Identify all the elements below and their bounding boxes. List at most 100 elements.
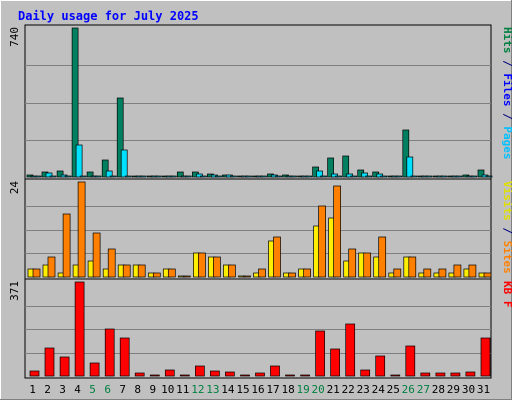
x-tick-label-day-22: 22 — [342, 383, 355, 396]
bar-files-day-22 — [346, 173, 354, 178]
bar-kb-f-day-27 — [420, 372, 431, 377]
bar-pages-day-17 — [275, 175, 282, 178]
bar-kb-f-day-29 — [450, 372, 461, 377]
bar-kb-f-day-2 — [44, 347, 55, 377]
x-tick-label-day-11: 11 — [176, 383, 189, 396]
panel-top-axis-label-part-4: / — [501, 107, 512, 127]
panel-top-axis-label-part-1: Hits — [501, 27, 512, 54]
bar-pages-day-30 — [470, 175, 478, 178]
panel-middle-axis-label-part-2: / — [501, 221, 512, 241]
bar-kb-f-day-13 — [210, 370, 220, 377]
bar-hits-day-6 — [101, 159, 109, 178]
bar-kb-f-day-7 — [119, 337, 130, 377]
bar-sites-day-31 — [483, 272, 492, 278]
x-tick-label-day-20: 20 — [311, 383, 324, 396]
panel-middle: 24 Visits / Sites — [8, 178, 512, 280]
bar-sites-day-14 — [228, 264, 236, 278]
x-tick-label-day-5: 5 — [89, 383, 96, 396]
bar-files-day-12 — [196, 173, 203, 178]
bar-sites-day-22 — [348, 248, 357, 278]
bar-files-day-6 — [105, 170, 113, 178]
bar-sites-day-28 — [438, 268, 447, 278]
bar-pages-day-12 — [200, 175, 207, 178]
bar-sites-day-26 — [408, 256, 417, 278]
bar-sites-day-21 — [333, 185, 341, 278]
bar-sites-day-10 — [167, 268, 176, 278]
chart-title: Daily usage for July 2025 — [18, 9, 199, 23]
bar-sites-day-30 — [468, 264, 477, 278]
bar-pages-day-29 — [455, 175, 463, 178]
x-tick-label-day-7: 7 — [119, 383, 126, 396]
bar-kb-f-day-18 — [285, 374, 295, 377]
panel-top-axis-label-part-2: / — [501, 54, 512, 74]
x-tick-label-day-13: 13 — [206, 383, 219, 396]
panel-top-axis-label: Hits / Files / Pages — [501, 27, 512, 160]
bar-kb-f-day-17 — [270, 365, 280, 377]
bar-kb-f-day-26 — [405, 345, 416, 377]
bar-sites-day-9 — [152, 272, 161, 278]
x-tick-label-day-15: 15 — [236, 383, 249, 396]
bar-pages-day-14 — [230, 175, 237, 178]
x-axis-labels: 1 2 3 4 5 6 7 8 9 10 11 12 13 14 15 16 17 18 19 20 21 22 23 24 2… — [29, 383, 490, 396]
bar-kb-f-day-4 — [74, 281, 85, 377]
bar-pages-day-20 — [320, 175, 327, 178]
bar-kb-f-day-9 — [149, 374, 160, 377]
x-tick-label-day-3: 3 — [59, 383, 66, 396]
x-tick-label-day-18: 18 — [281, 383, 294, 396]
bar-kb-f-day-6 — [104, 328, 115, 377]
bar-sites-day-20 — [318, 205, 326, 278]
chart-panels: 740 Hits / Files / Pages 24 Visits / Sites 3… — [8, 24, 512, 379]
x-tick-label-day-14: 14 — [221, 383, 235, 396]
bar-kb-f-day-5 — [89, 362, 100, 377]
panel-bottom-axis-label-part-1: KB F — [501, 281, 512, 308]
bar-sites-day-25 — [393, 268, 402, 278]
bar-sites-day-16 — [258, 268, 266, 278]
bar-pages-day-31 — [485, 175, 493, 178]
bar-kb-f-day-21 — [330, 348, 340, 377]
bar-kb-f-day-3 — [59, 356, 70, 377]
bar-sites-day-15 — [243, 275, 251, 278]
x-tick-label-day-17: 17 — [266, 383, 279, 396]
bar-kb-f-day-19 — [300, 374, 310, 377]
bar-kb-f-day-15 — [240, 374, 250, 377]
bar-sites-day-18 — [288, 272, 296, 278]
bar-files-day-2 — [45, 172, 53, 178]
x-tick-label-day-2: 2 — [44, 383, 51, 396]
x-tick-label-day-28: 28 — [432, 383, 445, 396]
bar-kb-f-day-22 — [345, 323, 356, 377]
bar-kb-f-day-10 — [164, 369, 175, 377]
bar-files-day-21 — [331, 173, 338, 178]
x-tick-label-day-8: 8 — [134, 383, 141, 396]
series-pages — [34, 175, 493, 178]
x-tick-label-day-29: 29 — [447, 383, 460, 396]
x-tick-label-day-9: 9 — [149, 383, 156, 396]
bar-hits-day-31 — [477, 169, 485, 178]
x-tick-label-day-21: 21 — [327, 383, 340, 396]
panel-bottom-max-label: 371 — [8, 281, 21, 301]
series-visits — [27, 217, 487, 278]
bar-pages-day-6 — [109, 175, 117, 178]
bar-pages-day-28 — [440, 175, 448, 178]
bar-hits-day-7 — [116, 97, 124, 178]
bar-hits-day-21 — [327, 157, 334, 178]
x-tick-label-day-27: 27 — [417, 383, 430, 396]
bar-files-day-26 — [406, 156, 414, 178]
x-tick-label-day-4: 4 — [74, 383, 81, 396]
x-tick-label-day-6: 6 — [104, 383, 111, 396]
bar-sites-day-5 — [92, 232, 101, 278]
bar-kb-f-day-8 — [134, 372, 145, 377]
series-files — [30, 144, 489, 178]
bar-sites-day-2 — [47, 256, 56, 278]
bar-hits-day-3 — [56, 170, 64, 178]
panel-bottom: 371 KB F — [8, 278, 512, 379]
bar-files-day-23 — [361, 172, 369, 178]
bar-sites-day-24 — [378, 236, 387, 278]
bar-sites-day-7 — [122, 264, 131, 278]
bar-pages-day-10 — [169, 175, 177, 178]
bar-sites-day-23 — [363, 252, 372, 278]
bar-sites-day-13 — [213, 256, 221, 278]
bar-pages-day-22 — [350, 175, 358, 178]
bar-sites-day-4 — [77, 181, 86, 278]
x-tick-label-day-23: 23 — [357, 383, 370, 396]
